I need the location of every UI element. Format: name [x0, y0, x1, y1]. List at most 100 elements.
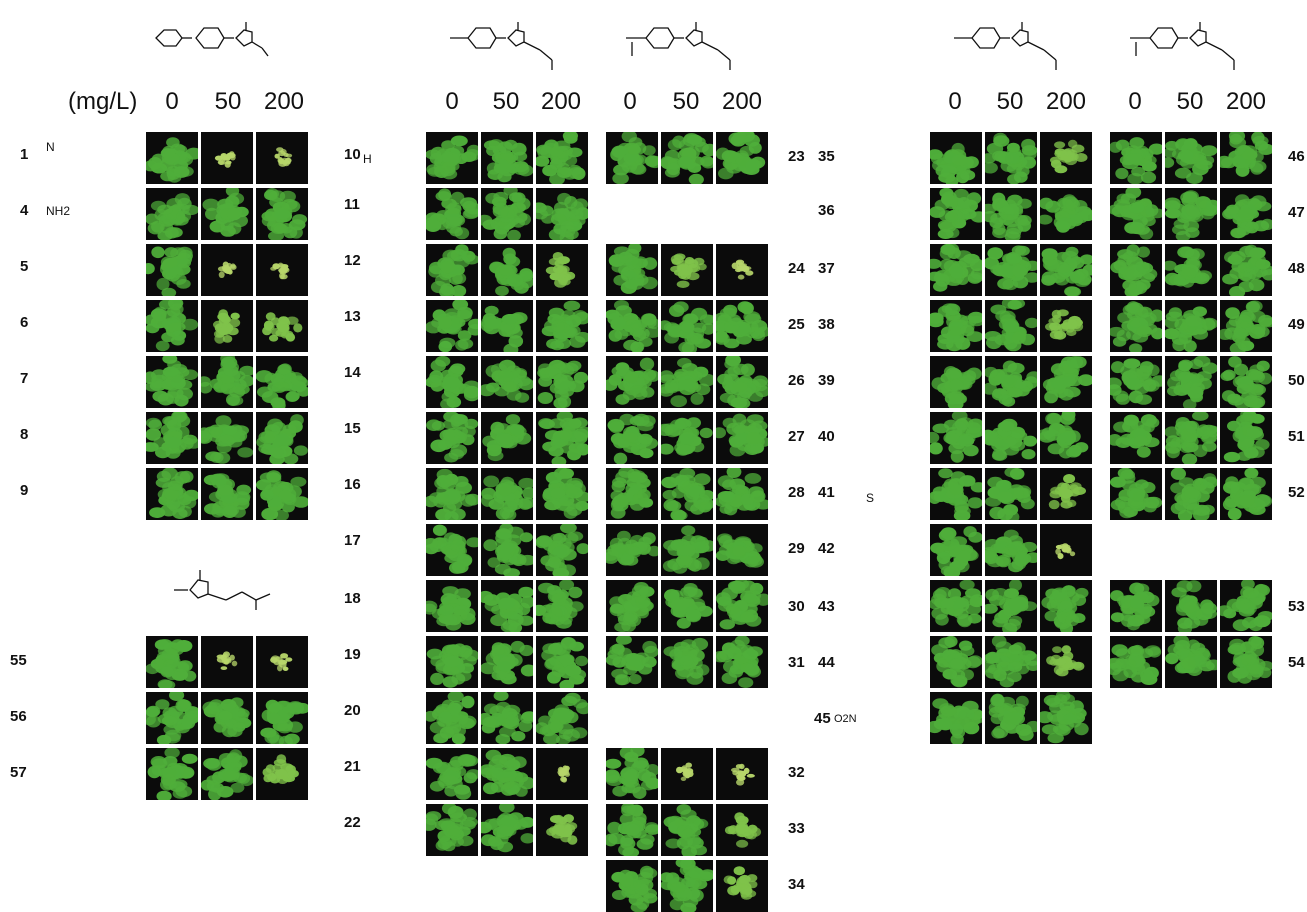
leaf: [1015, 553, 1031, 565]
plant-rosette: [661, 524, 713, 576]
plant-rosette: [256, 748, 308, 800]
leaf: [1169, 307, 1182, 318]
leaf: [161, 332, 175, 342]
leaf: [636, 478, 650, 489]
plant-rosette: [1040, 692, 1092, 744]
conc-label-0-d: 0: [943, 88, 967, 116]
leaf: [1052, 646, 1062, 653]
compound-number: 36: [818, 202, 835, 219]
plant-photo-tile: [1110, 356, 1162, 408]
header-structure-methylamine-oxazolidinone-b: [1108, 8, 1278, 78]
plant-rosette: [716, 468, 768, 520]
plant-rosette: [985, 300, 1037, 352]
plant-photo-tile: [1220, 356, 1272, 408]
compound-number: 51: [1288, 428, 1305, 445]
plant-rosette: [1040, 412, 1092, 464]
leaf: [509, 192, 523, 202]
leaf: [559, 429, 573, 440]
plant-photo-tile: [1110, 132, 1162, 184]
leaf: [1137, 446, 1151, 457]
leaf: [560, 777, 567, 783]
leaf: [687, 272, 700, 280]
plant-rosette: [536, 244, 588, 296]
plant-rosette: [606, 524, 658, 576]
plant-photo-tile: [146, 468, 198, 520]
leaf: [1127, 620, 1140, 630]
leaf: [718, 491, 734, 501]
leaf: [440, 283, 454, 295]
plant-photo-tile: [536, 356, 588, 408]
leaf: [499, 264, 512, 275]
leaf: [738, 677, 753, 688]
leaf: [1171, 468, 1186, 480]
plant-rosette: [985, 580, 1037, 632]
leaf: [492, 645, 505, 656]
leaf: [460, 820, 476, 830]
plant-rosette: [985, 244, 1037, 296]
leaf: [999, 395, 1013, 405]
leaf: [555, 260, 564, 267]
leaf: [957, 436, 974, 447]
leaf: [1188, 248, 1204, 259]
conc-label-0-a: 0: [160, 88, 184, 116]
leaf: [930, 432, 939, 443]
plant-rosette: [426, 468, 478, 520]
leaf: [549, 418, 566, 428]
plant-rosette: [930, 636, 982, 688]
leaf: [219, 272, 225, 278]
plant-photo-tile: [536, 132, 588, 184]
leaf: [449, 562, 465, 574]
leaf: [146, 716, 161, 728]
leaf: [1135, 394, 1152, 405]
leaf: [221, 357, 237, 369]
leaf: [232, 707, 246, 717]
leaf: [216, 415, 232, 427]
leaf: [1060, 501, 1072, 509]
leaf: [182, 369, 198, 380]
plant-rosette: [606, 468, 658, 520]
leaf: [930, 442, 943, 454]
plant-rosette: [661, 132, 713, 184]
plant-rosette: [426, 132, 478, 184]
compound-number: 28: [788, 484, 805, 501]
leaf: [1067, 320, 1077, 329]
plant-photo-tile: [985, 636, 1037, 688]
plant-rosette: [985, 356, 1037, 408]
leaf: [740, 146, 755, 156]
leaf: [267, 472, 280, 482]
leaf: [1016, 696, 1029, 708]
leaf: [163, 756, 177, 766]
leaf: [1242, 617, 1258, 628]
leaf: [1000, 677, 1015, 687]
plant-rosette: [201, 636, 253, 688]
plant-photo-tile: [716, 412, 768, 464]
leaf: [740, 772, 745, 778]
leaf: [1111, 612, 1124, 622]
plant-rosette: [1040, 244, 1092, 296]
conc-label-50-a: 50: [212, 88, 244, 116]
plant-photo-tile: [201, 636, 253, 688]
plant-rosette: [1040, 636, 1092, 688]
leaf: [625, 371, 638, 383]
leaf: [455, 787, 471, 800]
plant-photo-tile: [1040, 132, 1092, 184]
leaf: [1008, 300, 1022, 310]
plant-rosette: [1220, 412, 1272, 464]
leaf: [989, 707, 1004, 718]
plant-rosette: [426, 524, 478, 576]
leaf: [443, 726, 459, 737]
plant-photo-tile: [256, 356, 308, 408]
plant-rosette: [426, 300, 478, 352]
leaf: [606, 759, 621, 769]
plant-photo-tile: [536, 748, 588, 800]
plant-photo-tile: [1165, 132, 1217, 184]
leaf: [450, 540, 465, 552]
plant-rosette: [661, 468, 713, 520]
compound-number: 23: [788, 148, 805, 165]
plant-rosette: [985, 692, 1037, 744]
leaf: [269, 197, 283, 207]
leaf: [426, 164, 440, 175]
leaf: [278, 151, 285, 157]
plant-photo-tile: [481, 244, 533, 296]
plant-photo-tile: [985, 300, 1037, 352]
